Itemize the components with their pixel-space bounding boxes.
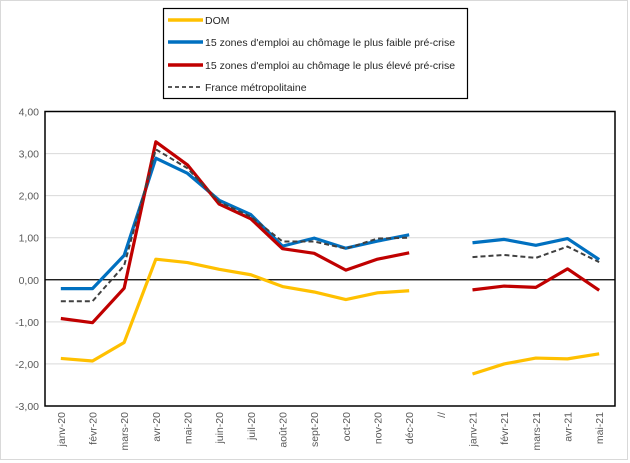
x-tick-label: janv-20	[56, 412, 68, 448]
y-tick-label: -3,00	[15, 401, 39, 413]
x-tick-label: août-20	[278, 412, 290, 448]
y-tick-label: 2,00	[19, 191, 40, 203]
x-tick-label: janv-21	[468, 412, 480, 448]
x-tick-label: //	[436, 412, 448, 418]
legend-label-high: 15 zones d'emploi au chômage le plus éle…	[205, 60, 455, 72]
plot-area-border	[44, 110, 616, 407]
x-axis-tick-labels: janv-20 févr-20 mars-20 avr-20 mai-20 juin-20…	[56, 412, 606, 451]
series-line-2	[472, 267, 601, 292]
series-lines	[60, 140, 601, 376]
y-tick-label: -2,00	[15, 359, 39, 371]
x-tick-label: juil-20	[246, 412, 258, 441]
y-tick-label: 1,00	[19, 233, 40, 245]
y-tick-label: 3,00	[19, 149, 40, 161]
x-tick-label: sept-20	[309, 412, 321, 447]
y-axis-tick-labels: 4,00 3,00 2,00 1,00 0,00 -1,00 -2,00 -3,00	[15, 107, 39, 414]
x-tick-label: nov-20	[373, 412, 385, 444]
x-tick-label: avr-21	[563, 412, 575, 442]
y-tick-label: 4,00	[19, 107, 40, 119]
gridlines	[45, 153, 615, 365]
x-tick-label: févr-20	[88, 412, 100, 445]
x-tick-label: mai-21	[594, 412, 606, 444]
series-line-2	[60, 140, 410, 325]
series-line-0	[472, 352, 600, 376]
x-tick-label: avr-20	[151, 412, 163, 442]
x-tick-label: mars-21	[531, 412, 543, 451]
legend-label-dom: DOM	[205, 15, 230, 27]
legend-label-low: 15 zones d'emploi au chômage le plus fai…	[205, 37, 455, 49]
x-tick-label: oct-20	[341, 412, 353, 441]
series-line-0	[60, 257, 410, 363]
x-tick-label: juin-20	[214, 412, 226, 445]
y-tick-label: -1,00	[15, 317, 39, 329]
series-line-1	[60, 156, 410, 291]
legend-label-france: France métropolitaine	[205, 82, 307, 94]
series-line-1	[472, 236, 601, 261]
x-tick-label: févr-21	[499, 412, 511, 445]
x-tick-label: mars-20	[119, 412, 131, 451]
x-tick-label: déc-20	[404, 412, 416, 444]
x-tick-label: mai-20	[183, 412, 195, 444]
series-line-3	[472, 245, 600, 264]
series-line-3	[60, 148, 410, 303]
legend: DOM 15 zones d'emploi au chômage le plus…	[162, 7, 469, 100]
legend-box	[162, 7, 469, 100]
y-tick-label: 0,00	[19, 275, 40, 287]
